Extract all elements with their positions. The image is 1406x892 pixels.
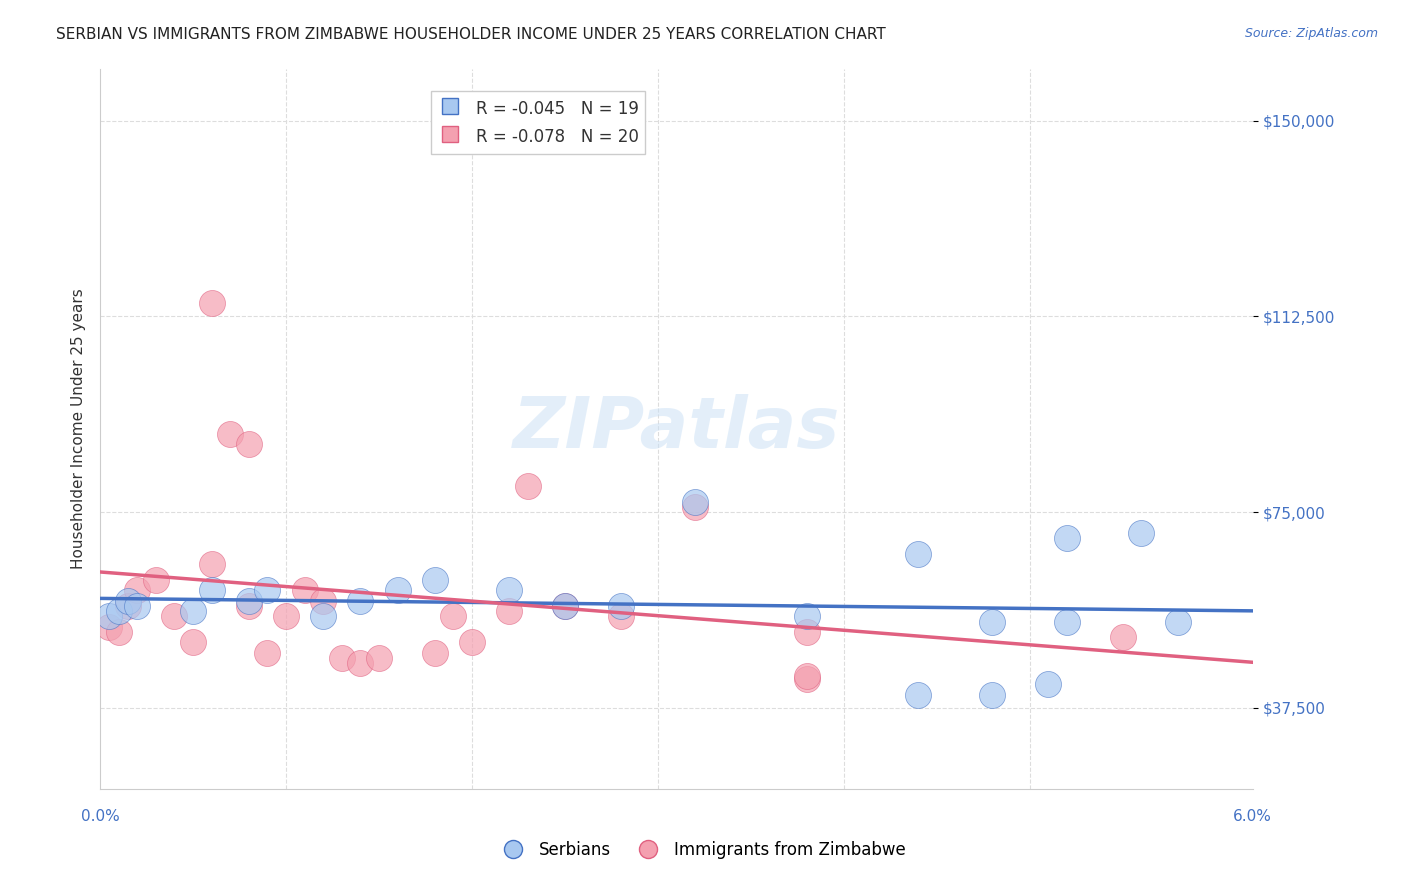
Point bbox=[256, 583, 278, 598]
Point bbox=[117, 599, 139, 613]
Point bbox=[796, 625, 818, 640]
Point bbox=[98, 609, 121, 624]
Point bbox=[1056, 615, 1078, 629]
Text: 0.0%: 0.0% bbox=[80, 809, 120, 824]
Point bbox=[516, 479, 538, 493]
Point bbox=[423, 646, 446, 660]
Point bbox=[349, 593, 371, 607]
Point bbox=[312, 593, 335, 607]
Point bbox=[256, 646, 278, 660]
Point bbox=[163, 609, 186, 624]
Legend: Serbians, Immigrants from Zimbabwe: Serbians, Immigrants from Zimbabwe bbox=[494, 835, 912, 866]
Point bbox=[219, 426, 242, 441]
Point bbox=[387, 583, 409, 598]
Legend: R = -0.045   N = 19, R = -0.078   N = 20: R = -0.045 N = 19, R = -0.078 N = 20 bbox=[430, 91, 645, 153]
Point bbox=[145, 573, 167, 587]
Point bbox=[1167, 615, 1189, 629]
Point bbox=[554, 599, 576, 613]
Text: ZIPatlas: ZIPatlas bbox=[513, 394, 839, 463]
Point bbox=[312, 609, 335, 624]
Point bbox=[294, 583, 316, 598]
Point bbox=[238, 593, 260, 607]
Point bbox=[107, 625, 129, 640]
Point bbox=[238, 599, 260, 613]
Point bbox=[498, 583, 520, 598]
Point bbox=[796, 669, 818, 683]
Point bbox=[181, 604, 204, 618]
Point bbox=[1111, 630, 1133, 644]
Point bbox=[796, 609, 818, 624]
Text: SERBIAN VS IMMIGRANTS FROM ZIMBABWE HOUSEHOLDER INCOME UNDER 25 YEARS CORRELATIO: SERBIAN VS IMMIGRANTS FROM ZIMBABWE HOUS… bbox=[56, 27, 886, 42]
Point bbox=[907, 547, 929, 561]
Point bbox=[98, 620, 121, 634]
Y-axis label: Householder Income Under 25 years: Householder Income Under 25 years bbox=[72, 288, 86, 569]
Point bbox=[1056, 531, 1078, 545]
Point bbox=[127, 599, 149, 613]
Point bbox=[201, 296, 224, 310]
Point bbox=[461, 635, 484, 649]
Point bbox=[201, 558, 224, 572]
Point bbox=[107, 604, 129, 618]
Point bbox=[423, 573, 446, 587]
Text: Source: ZipAtlas.com: Source: ZipAtlas.com bbox=[1244, 27, 1378, 40]
Point bbox=[349, 657, 371, 671]
Point bbox=[201, 583, 224, 598]
Point bbox=[274, 609, 297, 624]
Point bbox=[368, 651, 391, 665]
Point bbox=[441, 609, 464, 624]
Point bbox=[609, 609, 631, 624]
Point bbox=[498, 604, 520, 618]
Point bbox=[683, 500, 706, 514]
Point bbox=[683, 494, 706, 508]
Point bbox=[1038, 677, 1060, 691]
Point bbox=[117, 593, 139, 607]
Point bbox=[127, 583, 149, 598]
Point bbox=[1130, 525, 1153, 540]
Point bbox=[609, 599, 631, 613]
Point bbox=[554, 599, 576, 613]
Point bbox=[181, 635, 204, 649]
Point bbox=[796, 672, 818, 686]
Point bbox=[330, 651, 353, 665]
Point bbox=[981, 688, 1004, 702]
Point bbox=[907, 688, 929, 702]
Point bbox=[238, 437, 260, 451]
Point bbox=[981, 615, 1004, 629]
Text: 6.0%: 6.0% bbox=[1233, 809, 1272, 824]
